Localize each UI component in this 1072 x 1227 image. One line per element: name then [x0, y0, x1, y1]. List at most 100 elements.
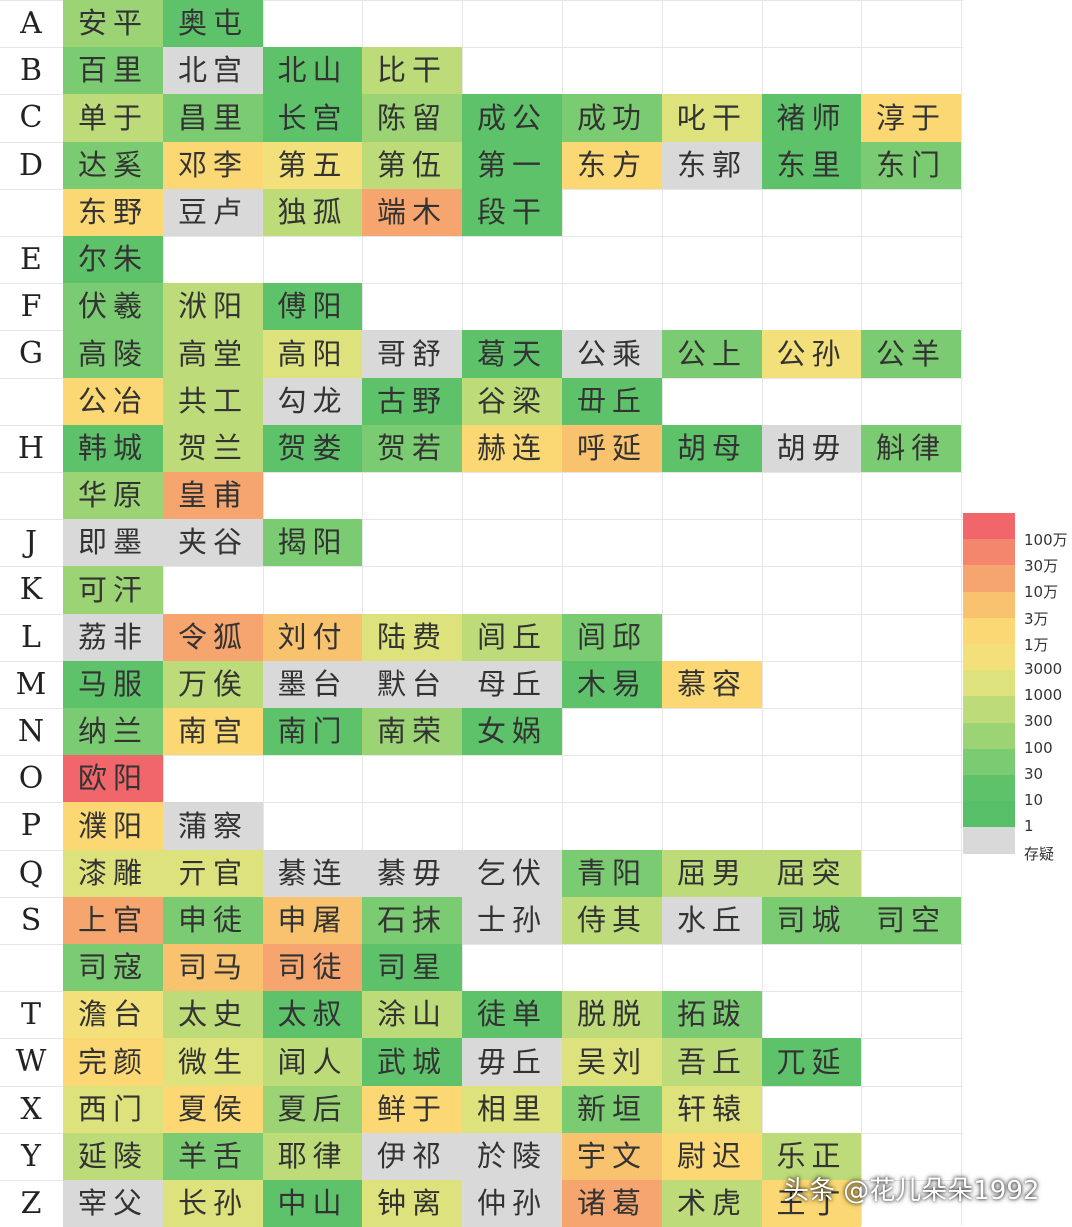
surname-cell: 安平 [63, 0, 163, 47]
surname-cell: 华原 [63, 472, 163, 519]
surname-cell: 段干 [462, 189, 562, 236]
surname-cell: 青阳 [562, 850, 662, 897]
legend-swatch [963, 539, 1015, 565]
row-letter: S [20, 903, 42, 938]
surname-cell: 微生 [163, 1038, 263, 1086]
surname-cell: 葛天 [462, 330, 562, 378]
surname-cell: 澹台 [63, 991, 163, 1038]
surname-cell: 端木 [362, 189, 462, 236]
legend-label: 1000 [1024, 686, 1063, 704]
surname-cell: 万俟 [163, 661, 263, 708]
legend-swatch [963, 723, 1015, 749]
surname-cell: 闾丘 [462, 614, 562, 661]
surname-cell: 完颜 [63, 1038, 163, 1086]
surname-cell: 长孙 [163, 1180, 263, 1227]
surname-cell: 纳兰 [63, 708, 163, 755]
surname-cell: 即墨 [63, 519, 163, 566]
surname-cell: 哥舒 [362, 330, 462, 378]
surname-cell: 脱脱 [562, 991, 662, 1038]
surname-cell: 中山 [263, 1180, 362, 1227]
legend-label: 3000 [1024, 660, 1063, 678]
legend-label: 100 [1024, 739, 1053, 757]
surname-cell: 高阳 [263, 330, 362, 378]
surname-cell: 东郭 [662, 142, 762, 189]
surname-cell: 慕容 [662, 661, 762, 708]
surname-cell: 仲孙 [462, 1180, 562, 1227]
legend-swatch [963, 827, 1015, 854]
legend-label: 1万 [1024, 636, 1049, 654]
surname-cell: 夹谷 [163, 519, 263, 566]
surname-cell: 马服 [63, 661, 163, 708]
surname-cell: 闻人 [263, 1038, 362, 1086]
surname-cell: 濮阳 [63, 802, 163, 850]
surname-cell: 吴刘 [562, 1038, 662, 1086]
surname-cell: 侍其 [562, 897, 662, 944]
surname-cell: 屈男 [662, 850, 762, 897]
surname-cell: 涂山 [362, 991, 462, 1038]
surname-cell: 公羊 [861, 330, 961, 378]
surname-cell: 谷梁 [462, 378, 562, 425]
legend-label: 10 [1024, 791, 1044, 809]
row-letter: W [15, 1044, 47, 1079]
surname-cell: 第五 [263, 142, 362, 189]
surname-cell: 尔朱 [63, 236, 163, 283]
surname-cell: 司寇 [63, 944, 163, 991]
surname-cell: 东里 [762, 142, 861, 189]
surname-cell: 欧阳 [63, 755, 163, 802]
surname-cell: 石抹 [362, 897, 462, 944]
surname-cell: 亓官 [163, 850, 263, 897]
row-letter: K [19, 572, 43, 607]
surname-cell: 胡毋 [762, 425, 861, 472]
row-letter: N [17, 714, 45, 749]
legend-label: 10万 [1024, 583, 1059, 601]
surname-cell: 綦毋 [362, 850, 462, 897]
row-letter: Z [20, 1186, 42, 1221]
surname-cell: 百里 [63, 47, 163, 94]
legend-swatch [963, 592, 1015, 618]
legend-label: 30 [1024, 765, 1044, 783]
surname-cell: 第一 [462, 142, 562, 189]
surname-cell: 东野 [63, 189, 163, 236]
surname-cell: 东门 [861, 142, 961, 189]
surname-cell: 漆雕 [63, 850, 163, 897]
surname-cell: 蒲察 [163, 802, 263, 850]
legend-swatch [963, 618, 1015, 644]
surname-cell: 淳于 [861, 94, 961, 142]
surname-cell: 赫连 [462, 425, 562, 472]
row-letter: X [20, 1092, 42, 1127]
surname-cell: 水丘 [662, 897, 762, 944]
surname-cell: 司星 [362, 944, 462, 991]
surname-cell: 刘付 [263, 614, 362, 661]
surname-cell: 韩城 [63, 425, 163, 472]
surname-cell: 独孤 [263, 189, 362, 236]
legend-label: 存疑 [1024, 845, 1055, 863]
row-letter: J [24, 525, 38, 560]
row-letter: H [17, 431, 45, 466]
surname-cell: 司空 [861, 897, 961, 944]
surname-cell: 毌丘 [562, 378, 662, 425]
surname-cell: 第伍 [362, 142, 462, 189]
surname-cell: 洑阳 [163, 283, 263, 330]
surname-cell: 斛律 [861, 425, 961, 472]
surname-cell: 西门 [63, 1086, 163, 1133]
surname-cell: 伊祁 [362, 1133, 462, 1180]
surname-cell: 乐正 [762, 1133, 861, 1180]
legend-swatch [963, 670, 1015, 696]
surname-cell: 上官 [63, 897, 163, 944]
surname-cell: 昌里 [163, 94, 263, 142]
surname-cell: 宇文 [562, 1133, 662, 1180]
surname-cell: 公乘 [562, 330, 662, 378]
surname-cell: 申屠 [263, 897, 362, 944]
surname-cell: 成功 [562, 94, 662, 142]
row-letter: B [19, 53, 43, 88]
surname-cell: 公冶 [63, 378, 163, 425]
row-letter: T [20, 997, 41, 1032]
legend-swatch [963, 696, 1015, 723]
surname-cell: 北宫 [163, 47, 263, 94]
surname-cell: 叱干 [662, 94, 762, 142]
surname-cell: 默台 [362, 661, 462, 708]
surname-cell: 呼延 [562, 425, 662, 472]
surname-cell: 士孙 [462, 897, 562, 944]
surname-cell: 司徒 [263, 944, 362, 991]
surname-cell: 伏羲 [63, 283, 163, 330]
